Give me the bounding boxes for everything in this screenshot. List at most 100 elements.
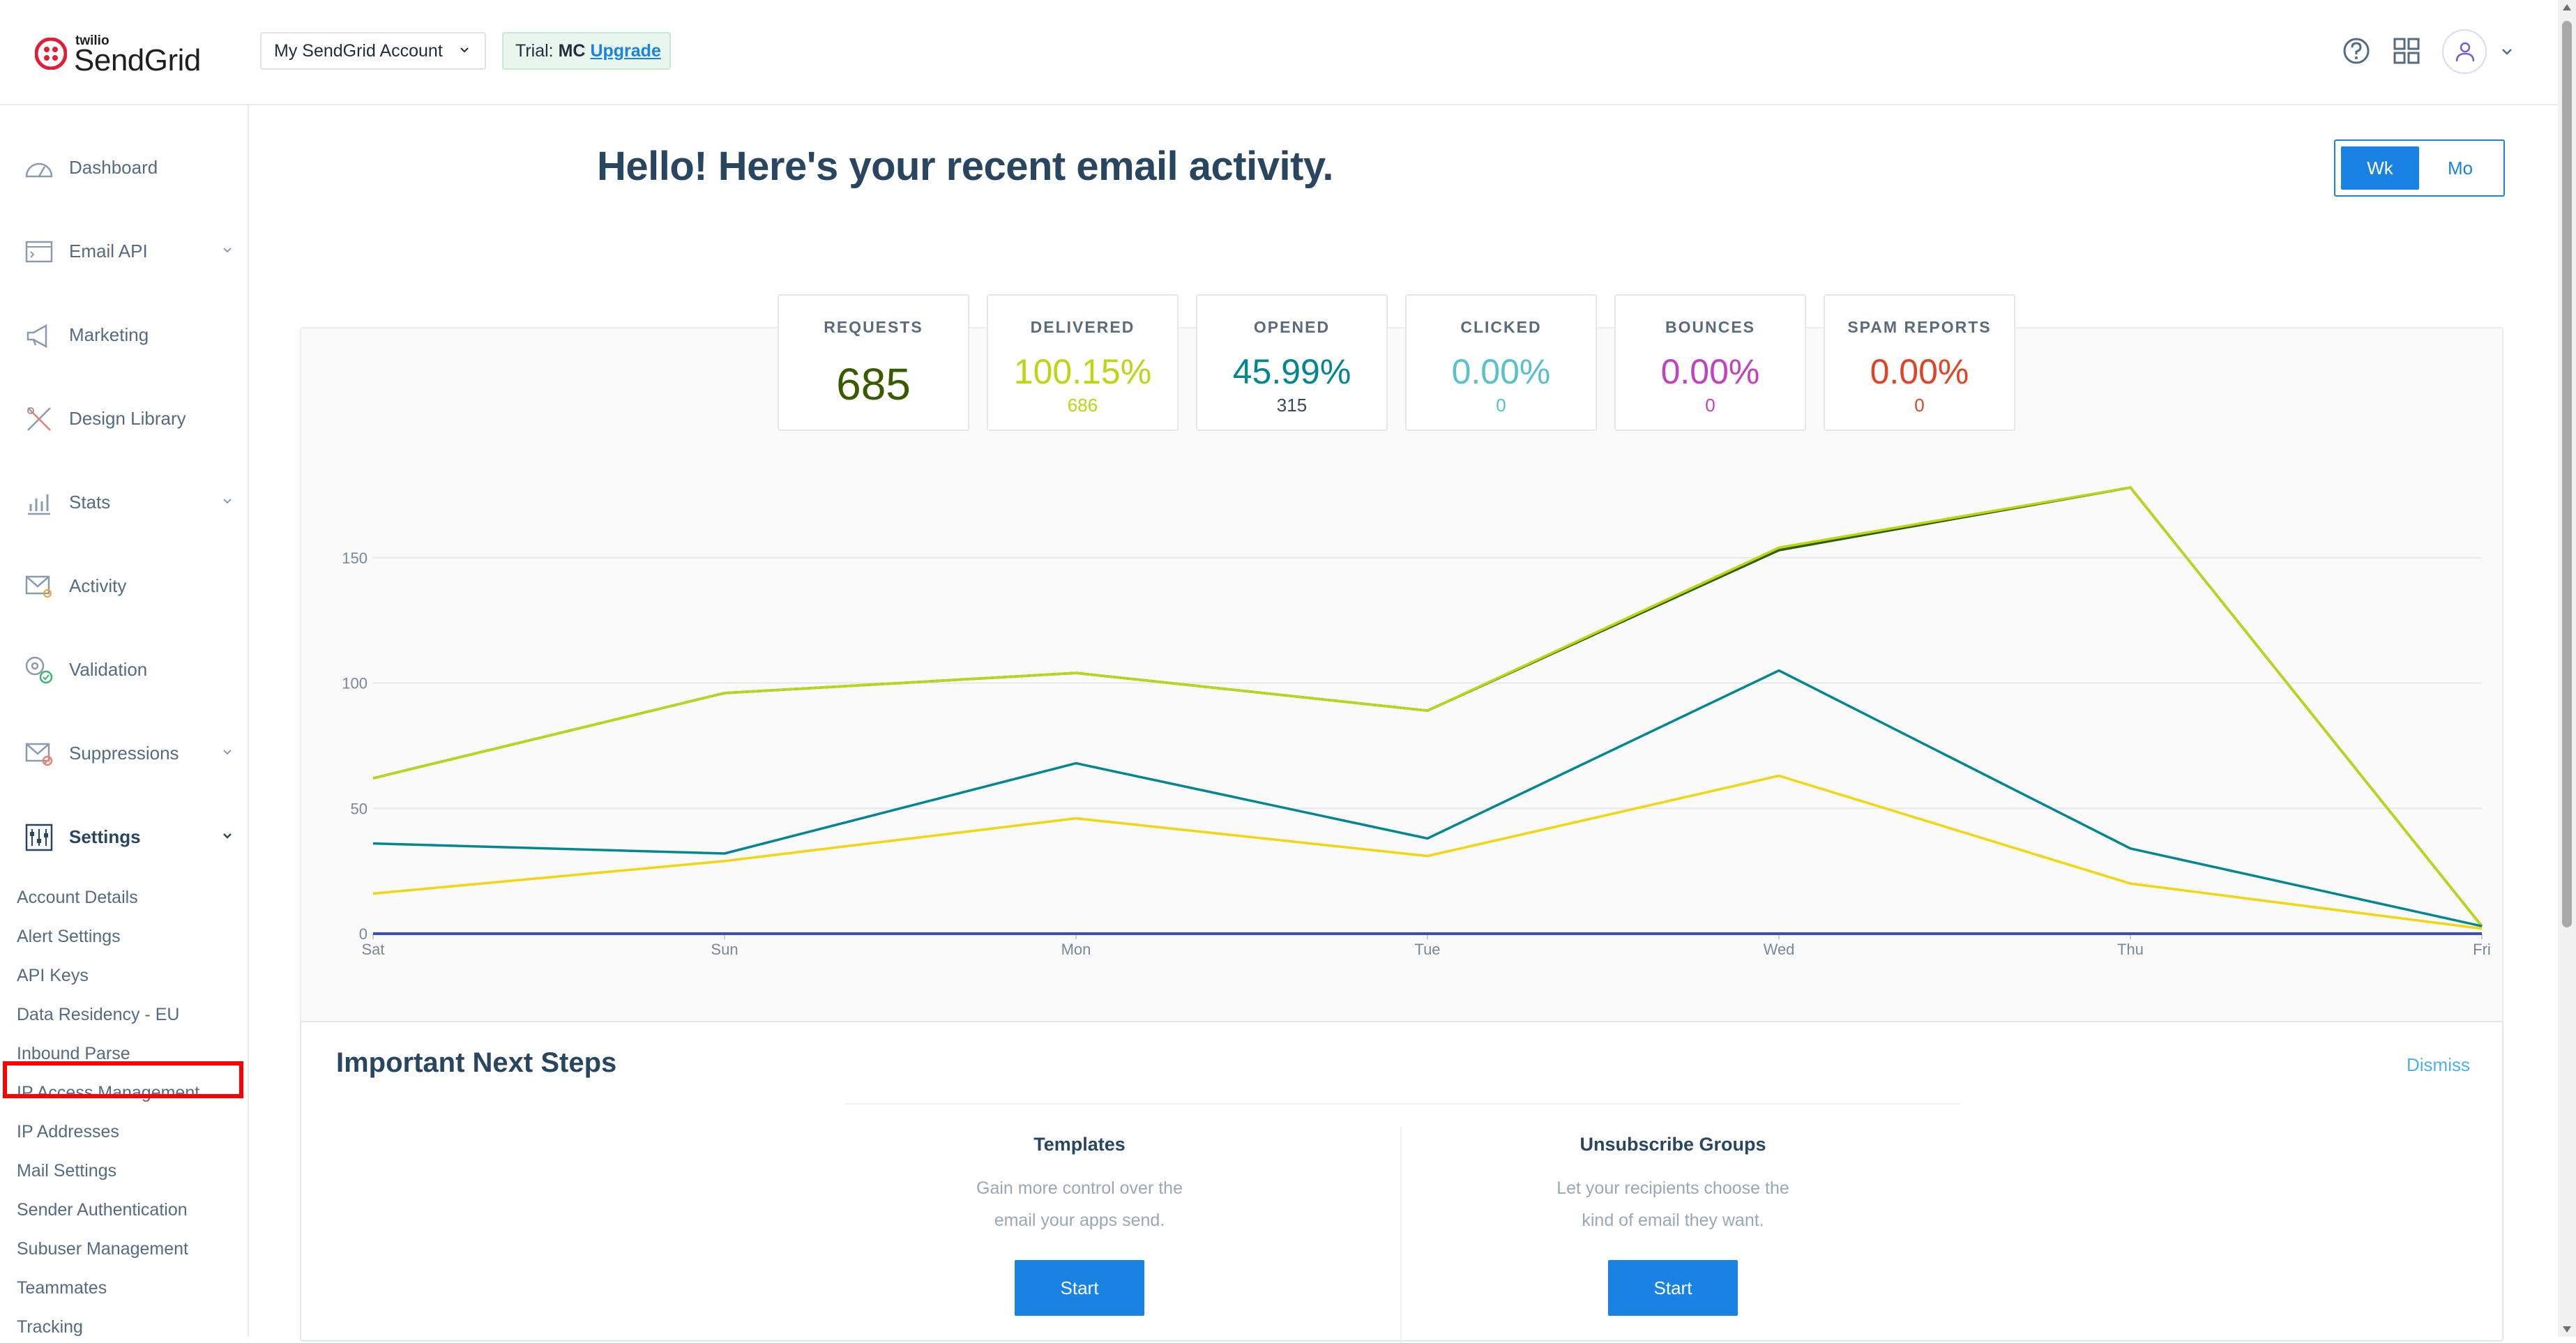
logo-small-text: twilio [75, 33, 109, 48]
sidebar-item-design-library[interactable]: Design Library [0, 390, 248, 446]
week-toggle-button[interactable]: Wk [2341, 146, 2419, 190]
sidebar-item-marketing[interactable]: Marketing [0, 306, 248, 362]
next-step-description: Let your recipients choose the kind of e… [1556, 1178, 1789, 1230]
stat-label: CLICKED [1460, 318, 1542, 336]
stat-card-opened: OPENED 45.99% 315 [1196, 294, 1388, 431]
sidebar-item-suppressions[interactable]: Suppressions [0, 724, 248, 780]
sidebar-item-label: Dashboard [69, 157, 158, 178]
chevron-down-icon [223, 248, 232, 253]
x-tick-label: Mon [1061, 941, 1091, 958]
scroll-thumb[interactable] [2562, 21, 2572, 927]
sidebar-item-label: Settings [69, 826, 141, 847]
series-line-2 [372, 669, 2483, 927]
account-label: My SendGrid Account [274, 41, 443, 61]
y-tick-label: 100 [342, 675, 368, 692]
chevron-down-icon [223, 833, 232, 839]
stat-count: 315 [1276, 395, 1308, 416]
next-step-title: Templates [1033, 1134, 1126, 1155]
next-step-description: Gain more control over the email your ap… [976, 1178, 1183, 1230]
sidebar-item-stats[interactable]: Stats [0, 473, 248, 529]
y-tick-label: 50 [351, 800, 368, 817]
trial-plan: MC [558, 41, 586, 61]
stat-card-bounces: BOUNCES 0.00% 0 [1614, 294, 1806, 431]
stat-card-requests: REQUESTS 685 [778, 294, 969, 431]
stats-icon [28, 494, 50, 515]
settings-sub-tracking[interactable]: Tracking [17, 1317, 83, 1337]
series-line-3 [372, 774, 2483, 930]
x-tick-label: Sun [711, 941, 738, 958]
page-title: Hello! Here's your recent email activity… [597, 144, 1333, 189]
sidebar-item-label: Stats [69, 492, 111, 513]
stat-label: OPENED [1253, 318, 1331, 336]
sidebar-item-settings[interactable]: Settings [0, 808, 248, 864]
settings-sub-subuser-management[interactable]: Subuser Management [17, 1239, 188, 1259]
settings-sub-inbound-parse[interactable]: Inbound Parse [17, 1044, 130, 1063]
chevron-down-icon[interactable] [2500, 45, 2514, 59]
settings-sub-data-residency[interactable]: Data Residency - EU [17, 1005, 180, 1024]
stat-value: 45.99% [1232, 352, 1351, 391]
next-steps-title: Important Next Steps [336, 1047, 617, 1078]
upgrade-link[interactable]: Upgrade [590, 41, 661, 61]
sidebar-item-label: Design Library [69, 408, 186, 429]
scroll-down-arrow-icon[interactable] [2563, 1326, 2571, 1333]
settings-sub-alert-settings[interactable]: Alert Settings [17, 927, 121, 946]
unsubscribe-groups-start-button[interactable]: Start [1608, 1260, 1738, 1316]
sidebar-item-label: Validation [69, 659, 148, 680]
settings-sub-teammates[interactable]: Teammates [17, 1278, 107, 1298]
dismiss-link[interactable]: Dismiss [2407, 1054, 2470, 1075]
scroll-up-arrow-icon[interactable] [2563, 4, 2571, 10]
stat-count: 0 [1496, 395, 1506, 416]
x-tick-label: Tue [1414, 941, 1440, 958]
page-scrollbar[interactable] [2558, 0, 2576, 1337]
account-selector[interactable]: My SendGrid Account [260, 32, 486, 70]
sendgrid-logo[interactable]: twilio SendGrid [35, 33, 202, 77]
x-tick-label: Sat [361, 941, 384, 958]
sidebar-item-email-api[interactable]: Email API [0, 222, 248, 278]
sidebar-item-label: Marketing [69, 324, 149, 345]
next-step-unsubscribe-groups: Unsubscribe Groups Let your recipients c… [1429, 1127, 1917, 1316]
settings-sub-sender-authentication[interactable]: Sender Authentication [17, 1200, 188, 1220]
suppressions-icon [25, 743, 53, 766]
user-avatar[interactable] [2442, 29, 2487, 74]
email-activity-line-chart: 0 50 100 150 Sat Sun Mon Tue Wed Thu Fri [342, 486, 2491, 958]
month-toggle-button[interactable]: Mo [2447, 158, 2473, 179]
help-icon[interactable] [2340, 35, 2372, 67]
settings-sub-ip-addresses[interactable]: IP Addresses [17, 1122, 119, 1141]
top-header: twilio SendGrid My SendGrid Account Tria… [0, 0, 2558, 105]
stat-count: 0 [1914, 395, 1925, 416]
next-step-title: Unsubscribe Groups [1579, 1134, 1766, 1155]
stat-value: 0.00% [1660, 352, 1760, 391]
email-api-icon [25, 241, 53, 263]
settings-sub-mail-settings[interactable]: Mail Settings [17, 1161, 117, 1181]
stat-value: 100.15% [1013, 352, 1152, 391]
chevron-down-icon [460, 47, 469, 53]
settings-sub-ip-access-management[interactable]: IP Access Management [17, 1083, 200, 1102]
templates-start-button[interactable]: Start [1015, 1260, 1144, 1316]
chart-panel: 0 50 100 150 Sat Sun Mon Tue Wed Thu Fri [300, 327, 2503, 1089]
settings-sliders-icon [25, 824, 53, 851]
dashboard-icon [25, 162, 53, 178]
sidebar-item-activity[interactable]: Activity [0, 557, 248, 613]
sidebar-item-dashboard[interactable]: Dashboard [0, 139, 248, 195]
activity-icon [25, 575, 52, 598]
y-tick-label: 0 [359, 925, 368, 943]
validation-icon [25, 656, 53, 684]
next-steps-panel: Important Next Steps Dismiss Templates G… [300, 1021, 2503, 1343]
divider [845, 1103, 1961, 1105]
logo-text: SendGrid [74, 43, 201, 77]
apps-grid-icon[interactable] [2391, 35, 2423, 67]
sidebar-item-validation[interactable]: Validation [0, 641, 248, 697]
stat-value: 0.00% [1870, 352, 1969, 391]
stat-card-delivered: DELIVERED 100.15% 686 [987, 294, 1179, 431]
settings-sub-api-keys[interactable]: API Keys [17, 966, 89, 985]
api-keys-highlight-box [3, 1061, 243, 1098]
sidebar-item-label: Suppressions [69, 743, 179, 764]
settings-sub-account-details[interactable]: Account Details [17, 888, 138, 907]
trial-badge: Trial: MC Upgrade [502, 32, 671, 70]
next-step-templates: Templates Gain more control over the ema… [835, 1127, 1324, 1316]
sidebar-nav: Dashboard Email API Marketing D [0, 105, 249, 1337]
stat-label: REQUESTS [824, 318, 923, 336]
chevron-down-icon [223, 499, 232, 504]
stat-count: 686 [1067, 395, 1098, 416]
stat-card-spam-reports: SPAM REPORTS 0.00% 0 [1824, 294, 2015, 431]
